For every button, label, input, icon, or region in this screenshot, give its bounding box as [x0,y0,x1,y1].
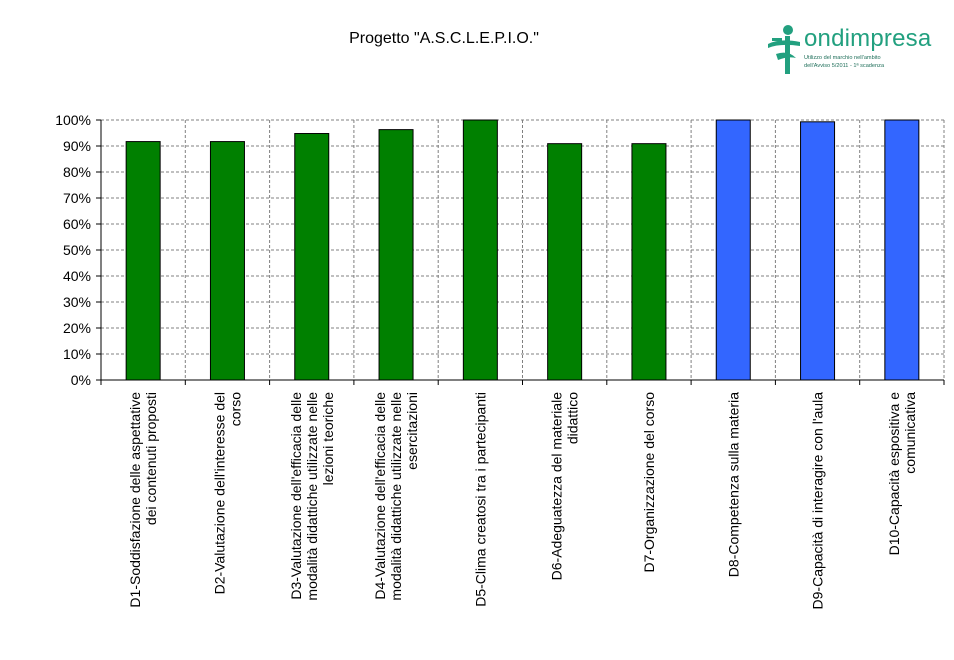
category-label-line: D4-Valutazione dell'efficacia delle [372,392,388,600]
y-tick-label: 50% [63,242,91,258]
category-label: D7-Organizzazione del corso [641,392,657,573]
category-label: D2-Valutazione dell'interesse delcorso [211,392,243,595]
chart-title: Progetto "A.S.C.L.E.P.I.O." [349,30,539,47]
y-tick-label: 10% [63,346,91,362]
fondimpresa-emblem-icon [768,25,800,74]
y-tick-label: 80% [63,164,91,180]
category-label-line: D10-Capacità espositiva e [886,392,902,556]
category-label: D4-Valutazione dell'efficacia dellemodal… [372,392,420,601]
y-tick-label: 20% [63,320,91,336]
y-tick-label: 100% [55,112,91,128]
category-label: D6-Adeguatezza del materialedidattico [549,392,581,581]
category-label: D5-Clima creatosi tra i partecipanti [472,392,488,607]
logo-brand-text: ondimpresa [804,25,932,52]
category-label-line: D8-Competenza sulla materia [725,392,741,577]
logo-note-line2: dell'Avviso 5/2011 - 1ª scadenza [804,62,885,69]
y-tick-label: 60% [63,216,91,232]
category-label: D1-Soddisfazione delle aspettativedei co… [127,392,159,608]
bar [715,119,751,381]
bar [125,141,161,381]
category-label-line: lezioni teoriche [320,392,336,486]
bar [800,121,836,381]
y-tick-label: 0% [71,372,91,388]
fondimpresa-logo: ondimpresa Utilizzo del marchio nell'amb… [766,22,936,78]
category-label: D10-Capacità espositiva ecomunicativa [886,392,918,556]
y-tick-label: 70% [63,190,91,206]
category-label-line: comunicativa [902,392,918,474]
bar [209,141,245,381]
category-label-line: corso [227,392,243,426]
bar [547,143,583,381]
category-label-line: D3-Valutazione dell'efficacia delle [288,392,304,600]
category-label-line: modalità didattiche utilizzate nelle [388,392,404,601]
bar [884,119,920,381]
category-label-line: esercitazioni [404,392,420,470]
category-label-line: D2-Valutazione dell'interesse del [211,392,227,594]
bar [294,133,330,381]
bar [631,143,667,381]
logo-note: Utilizzo del marchio nell'ambito dell'Av… [804,55,884,70]
category-label: D9-Capacità di interagire con l'aula [810,392,826,610]
category-label-line: modalità didattiche utilizzate nelle [304,392,320,601]
y-tick-label: 90% [63,138,91,154]
y-tick-label: 30% [63,294,91,310]
category-label: D3-Valutazione dell'efficacia dellemodal… [288,392,336,601]
bar [462,119,498,381]
logo-note-line1: Utilizzo del marchio nell'ambito [804,55,881,61]
y-tick-label: 40% [63,268,91,284]
category-label: D8-Competenza sulla materia [725,392,741,577]
category-label-line: D9-Capacità di interagire con l'aula [810,392,826,610]
category-labels: D1-Soddisfazione delle aspettativedei co… [127,392,918,610]
category-label-line: D5-Clima creatosi tra i partecipanti [472,392,488,607]
category-label-line: D7-Organizzazione del corso [641,392,657,573]
category-label-line: didattico [565,392,581,444]
category-label-line: D1-Soddisfazione delle aspettative [127,392,143,608]
y-axis-ticks: 0% 10% 20% 30% 40% 50% 60% 70% 80% 90% 100% [55,112,101,388]
category-label-line: dei contenuti proposti [143,392,159,525]
bar [378,129,414,381]
axes [100,120,945,385]
category-label-line: D6-Adeguatezza del materiale [549,392,565,581]
